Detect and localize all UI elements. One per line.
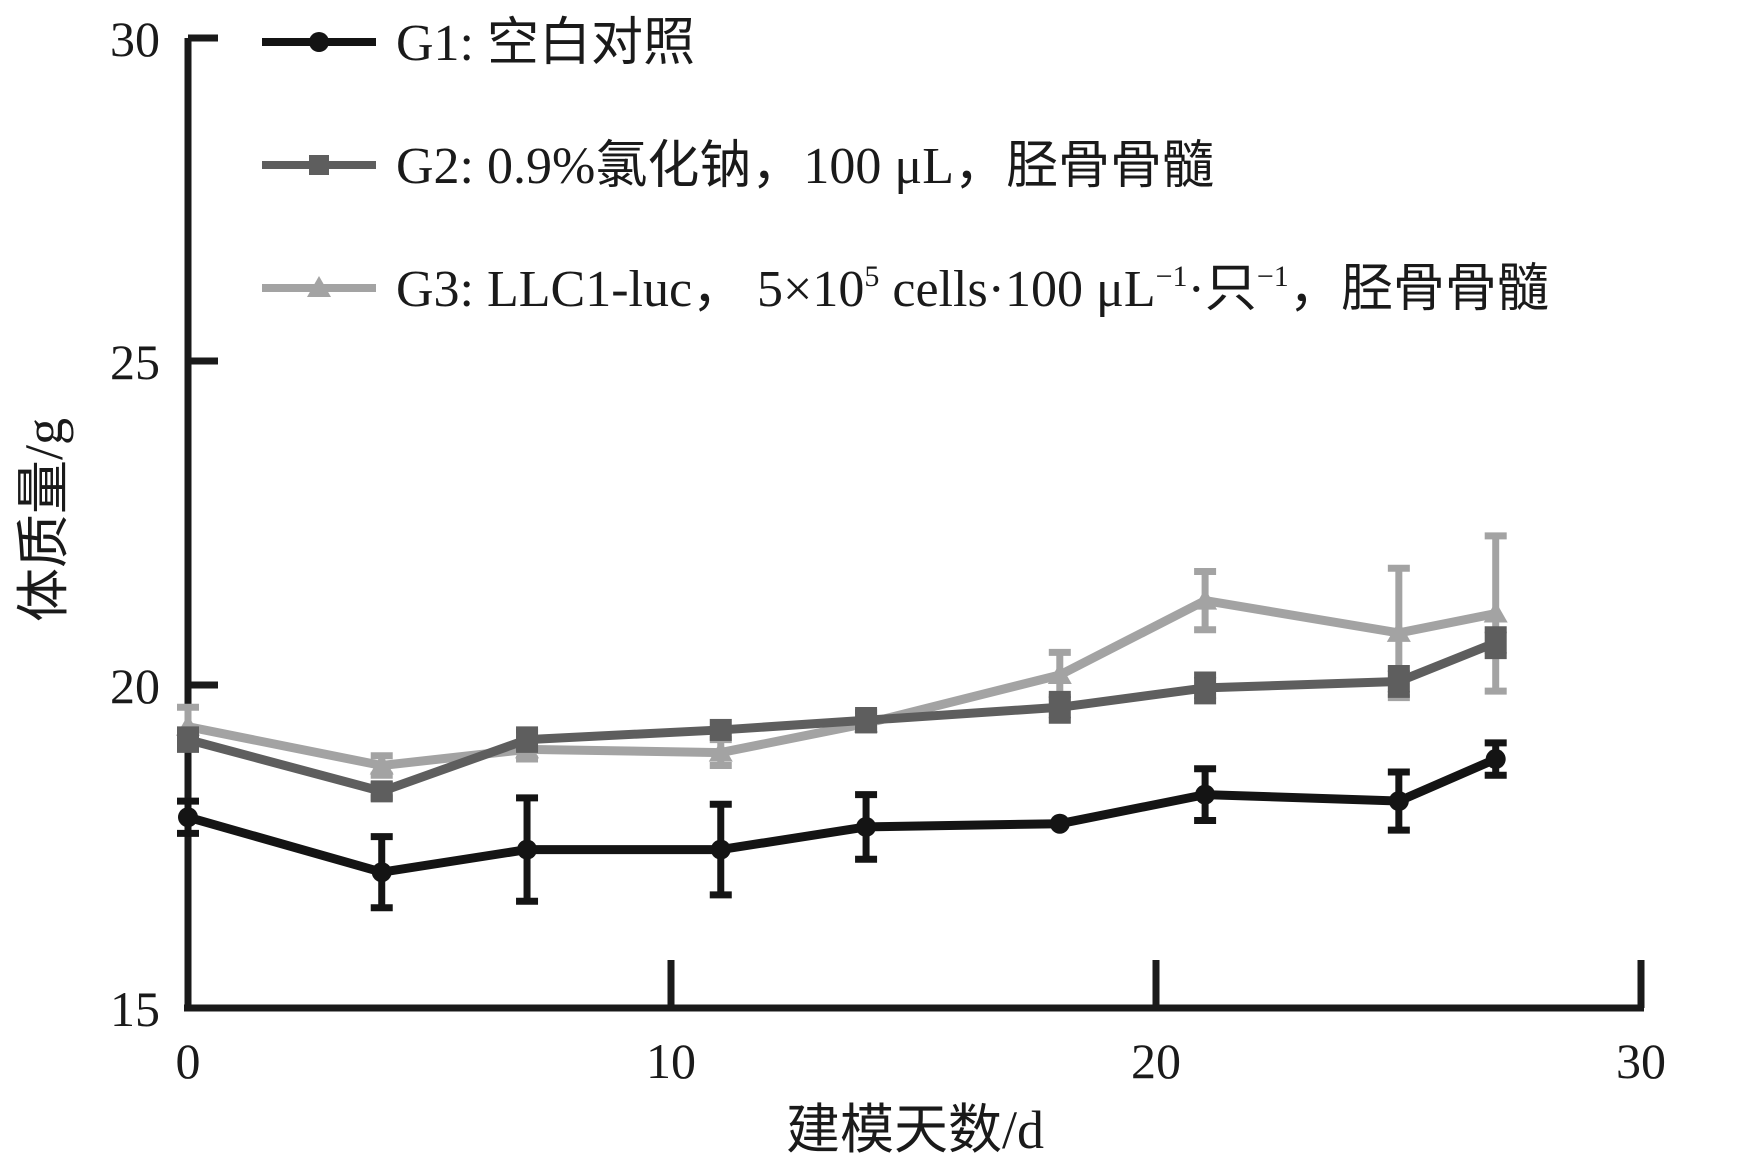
legend-marker-g1 — [309, 32, 329, 52]
point-g2-4 — [855, 709, 878, 732]
y-axis-title: 体质量/g — [14, 418, 74, 622]
point-g2-0 — [177, 728, 199, 751]
point-g3-7 — [1386, 620, 1411, 642]
point-g3-1 — [369, 753, 394, 775]
y-tick-label-20: 20 — [110, 658, 160, 714]
point-g1-3 — [710, 839, 731, 860]
legend-marker-g2 — [309, 155, 329, 175]
point-g2-6 — [1194, 676, 1217, 699]
legend-label-g3-sup-1: 5 — [864, 260, 879, 293]
y-tick-label-30: 30 — [110, 11, 160, 67]
point-g3-3 — [708, 740, 733, 762]
legend-label-g3: G3: LLC1-luc， 5×105 cells·100 μL−1·只−1，胫… — [396, 260, 1549, 318]
point-g3-5 — [1047, 662, 1072, 684]
point-g1-4 — [856, 816, 877, 837]
y-tick-label-25: 25 — [110, 334, 160, 390]
legend-label-g3-sup-2: −1 — [1156, 260, 1188, 293]
point-g2-5 — [1048, 696, 1071, 719]
series-layer — [176, 532, 1508, 912]
series-g1 — [177, 739, 1507, 912]
x-axis-title: 建模天数/d — [786, 1100, 1044, 1160]
point-g3-6 — [1193, 588, 1218, 610]
legend-label-g2: G2: 0.9%氯化钠，100 μL，胫骨骨髓 — [396, 138, 1214, 195]
x-tick-label-30: 30 — [1616, 1033, 1666, 1089]
point-g1-2 — [517, 839, 538, 860]
point-g2-8 — [1484, 631, 1507, 654]
legend-label-g3-part-d: ，胫骨骨髓 — [1289, 261, 1549, 318]
legend-marker-g3 — [307, 276, 331, 297]
point-g2-2 — [516, 728, 539, 751]
y-tick-label-15: 15 — [110, 981, 160, 1037]
point-g1-0 — [178, 807, 198, 828]
legend-label-g3-sup-3: −1 — [1257, 260, 1289, 293]
legend-label-g3-part-b: cells·100 μL — [879, 261, 1155, 318]
point-g1-5 — [1049, 813, 1070, 834]
series-g3 — [176, 532, 1508, 779]
point-g2-7 — [1387, 670, 1410, 693]
point-g1-8 — [1485, 749, 1506, 770]
legend: G1: 空白对照 G2: 0.9%氯化钠，100 μL，胫骨骨髓 G3: LLC… — [262, 15, 1549, 318]
x-tick-label-20: 20 — [1131, 1033, 1181, 1089]
point-g3-8 — [1483, 601, 1508, 623]
point-g2-1 — [370, 780, 393, 803]
point-g1-7 — [1388, 791, 1409, 812]
series-g2 — [177, 626, 1507, 803]
point-g1-1 — [371, 862, 392, 883]
x-tick-label-0: 0 — [176, 1033, 201, 1089]
legend-label-g1: G1: 空白对照 — [396, 15, 695, 72]
point-g1-6 — [1195, 784, 1216, 805]
x-tick-label-10: 10 — [646, 1033, 696, 1089]
legend-label-g3-part-c: ·只 — [1188, 261, 1257, 318]
point-g2-3 — [709, 718, 732, 741]
legend-label-g3-part-a: G3: LLC1-luc， 5×10 — [396, 261, 864, 318]
